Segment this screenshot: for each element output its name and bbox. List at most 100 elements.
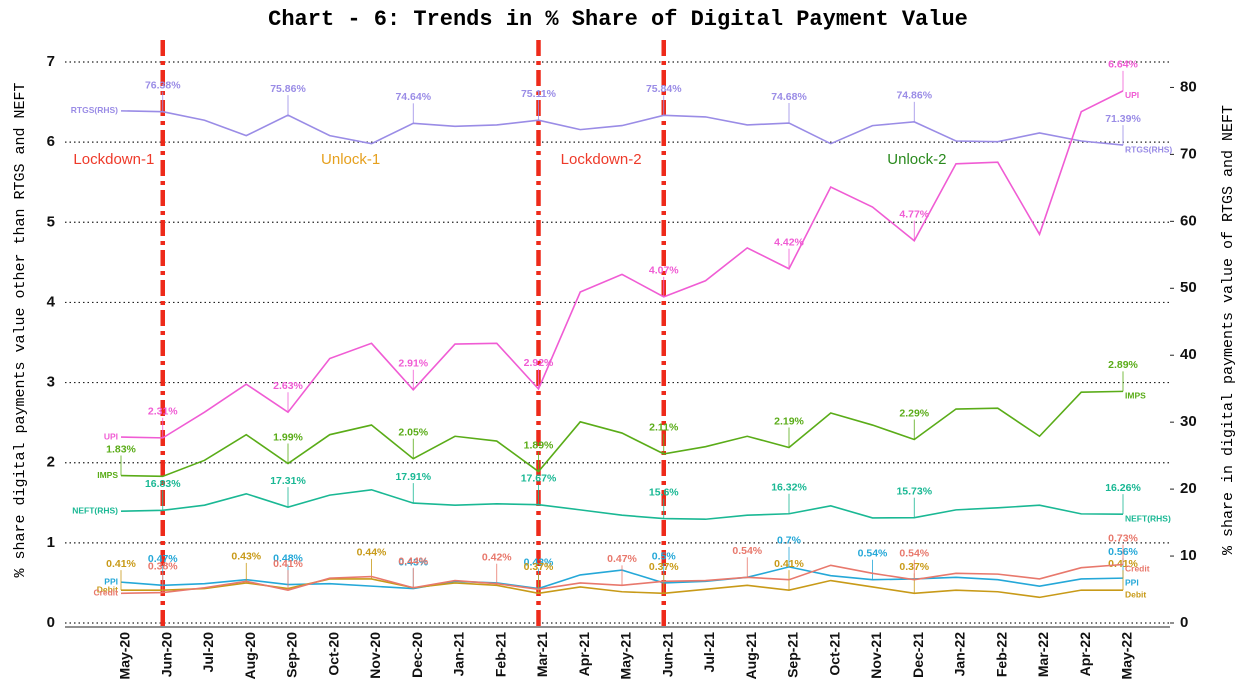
data-label: 0.43%: [398, 556, 428, 568]
series-line: [120, 488, 1124, 521]
series-name: Credit: [1125, 564, 1150, 574]
series-name: RTGS(RHS): [71, 105, 118, 115]
x-tick-label: May-20: [117, 632, 133, 680]
x-tick-label: Jan-21: [451, 632, 467, 677]
y2-tick-label: 50: [1180, 279, 1197, 296]
data-label: 0.47%: [148, 553, 178, 565]
y2-tick-label: 0: [1180, 614, 1188, 631]
data-label: 0.44%: [357, 547, 387, 559]
data-label: 2.11%: [649, 422, 679, 434]
series-line: [120, 110, 1124, 146]
y-tick-label: 3: [47, 374, 55, 391]
series-name: NEFT(RHS): [72, 505, 118, 515]
phase-label: Lockdown-1: [73, 151, 154, 168]
data-label: 0.41%: [774, 558, 804, 570]
series-name: PPI: [104, 576, 118, 586]
y-tick-label: 7: [47, 53, 55, 70]
series-name: IMPS: [1125, 391, 1146, 401]
x-tick-label: Nov-20: [367, 632, 383, 679]
y-tick-label: 5: [47, 213, 55, 230]
y-tick-label: 0: [47, 614, 55, 631]
data-label: 75.11%: [521, 88, 557, 100]
data-label: 0.38%: [148, 560, 178, 572]
x-tick-label: Nov-21: [868, 632, 884, 679]
y-tick-label: 1: [47, 534, 55, 551]
series-name: NEFT(RHS): [1125, 513, 1171, 523]
series-line: [120, 90, 1124, 439]
x-tick-label: Sep-21: [785, 632, 801, 678]
y-axis-label: % share digital payments value other tha…: [12, 82, 29, 577]
series-name: UPI: [104, 431, 118, 441]
data-label: 2.63%: [273, 380, 303, 392]
data-label: 2.92%: [524, 357, 554, 369]
data-label: 0.43%: [524, 556, 554, 568]
data-label: 2.29%: [899, 407, 929, 419]
x-tick-label: Jul-21: [701, 632, 717, 673]
data-label: 0.42%: [482, 552, 512, 564]
data-label: 17.67%: [521, 472, 557, 484]
data-label: 0.47%: [607, 553, 637, 565]
data-label: 0.41%: [106, 558, 136, 570]
phase-label: Unlock-2: [887, 151, 946, 168]
x-tick-label: Jun-21: [659, 632, 675, 677]
y2-tick-label: 60: [1180, 212, 1197, 229]
data-label: 2.89%: [1108, 359, 1138, 371]
y-tick-label: 6: [47, 133, 55, 150]
data-label: 16.83%: [145, 478, 181, 490]
x-tick-label: Apr-22: [1077, 632, 1093, 677]
data-label: 4.77%: [899, 208, 929, 220]
data-label: 16.26%: [1105, 482, 1141, 494]
y2-axis-label: % share in digital payments value of RTG…: [1220, 105, 1237, 555]
data-label: 17.31%: [270, 475, 306, 487]
x-tick-label: Aug-20: [242, 632, 258, 680]
data-label: 0.43%: [231, 551, 261, 563]
data-label: 0.54%: [858, 548, 888, 560]
data-label: 74.86%: [896, 90, 932, 102]
y2-tick-label: 80: [1180, 78, 1197, 95]
x-tick-label: Mar-22: [1035, 632, 1051, 677]
phase-label: Unlock-1: [321, 151, 380, 168]
x-tick-label: Jun-20: [158, 632, 174, 677]
x-tick-label: May-21: [618, 632, 634, 680]
data-label: 4.07%: [649, 265, 679, 277]
y2-tick-label: 30: [1180, 413, 1197, 430]
x-tick-label: Oct-20: [325, 632, 341, 676]
y-tick-label: 4: [47, 293, 56, 310]
x-tick-label: Aug-21: [743, 632, 759, 680]
x-tick-label: Jan-22: [952, 632, 968, 677]
chart-title: Chart - 6: Trends in % Share of Digital …: [268, 7, 968, 32]
data-label: 0.41%: [273, 558, 303, 570]
data-label: 2.05%: [398, 426, 428, 438]
x-tick-label: Feb-21: [492, 632, 508, 677]
series-name: Credit: [93, 588, 118, 598]
data-label: 0.5%: [652, 551, 677, 563]
data-label: 0.7%: [777, 535, 802, 547]
data-label: 0.48%: [273, 552, 303, 564]
y2-tick-label: 40: [1180, 346, 1197, 363]
series-name: PPI: [1125, 577, 1139, 587]
x-tick-label: Dec-21: [910, 632, 926, 678]
data-label: 71.39%: [1105, 113, 1141, 125]
series-name: Debit: [97, 584, 118, 594]
x-tick-label: Oct-21: [826, 632, 842, 676]
data-label: 0.44%: [398, 556, 428, 568]
data-label: 0.37%: [524, 561, 554, 573]
series-name: IMPS: [97, 470, 118, 480]
data-label: 74.64%: [395, 91, 431, 103]
y2-tick-label: 70: [1180, 145, 1197, 162]
x-tick-label: May-22: [1119, 632, 1135, 680]
data-label: 76.38%: [145, 79, 181, 91]
data-label: 2.19%: [774, 415, 804, 427]
series-name: Debit: [1125, 589, 1146, 599]
series-line: [120, 390, 1124, 478]
data-label: 0.73%: [1108, 532, 1138, 544]
data-label: 74.68%: [771, 91, 807, 103]
x-tick-label: Apr-21: [576, 632, 592, 677]
data-label: 1.99%: [273, 431, 303, 443]
x-tick-label: Dec-20: [409, 632, 425, 678]
y-tick-label: 2: [47, 454, 55, 471]
data-label: 15.6%: [649, 486, 679, 498]
data-label: 0.37%: [649, 561, 679, 573]
y2-tick-label: 10: [1180, 547, 1197, 564]
